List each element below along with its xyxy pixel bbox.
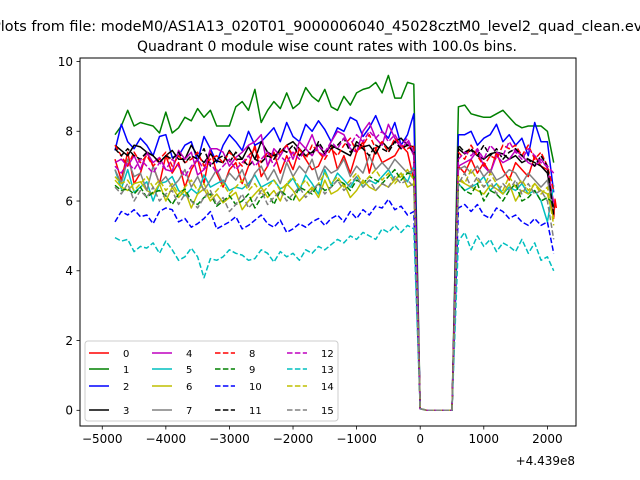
series-line-2 (114, 113, 555, 412)
legend-label-15: 15 (321, 406, 334, 417)
legend-label-4: 4 (186, 349, 192, 360)
y-axis: 0 2 4 6 8 10 (58, 55, 80, 418)
series-line-12 (114, 130, 555, 412)
y-tick-label: 0 (65, 404, 73, 418)
series-line-13 (114, 224, 555, 412)
series-line-11 (114, 137, 555, 412)
figure-suptitle: Plots from file: modeM0/AS1A13_020T01_90… (0, 19, 640, 35)
y-tick-label: 2 (65, 334, 73, 348)
legend-label-2: 2 (123, 382, 129, 393)
legend-label-6: 6 (186, 382, 192, 393)
series-lines (114, 74, 558, 412)
legend-label-0: 0 (123, 349, 129, 360)
legend-label-5: 5 (186, 365, 192, 376)
legend-box (84, 340, 339, 422)
x-tick-label: −4000 (146, 432, 187, 446)
y-tick-label: 6 (65, 194, 73, 208)
plot-frame (79, 57, 577, 427)
legend-label-10: 10 (249, 382, 262, 393)
y-tick-label: 10 (58, 55, 73, 69)
series-line-4 (114, 121, 555, 412)
series-line-15 (114, 172, 555, 412)
x-tick-label: −5000 (82, 432, 123, 446)
series-line-9 (114, 168, 555, 412)
legend-label-7: 7 (186, 406, 192, 417)
x-tick-label: −1000 (336, 432, 377, 446)
legend-label-12: 12 (321, 349, 334, 360)
x-tick-label: −3000 (209, 432, 250, 446)
x-axis: −5000 −4000 −3000 −2000 −1000 0 1000 2000 (82, 426, 563, 446)
legend-label-3: 3 (123, 406, 129, 417)
legend-label-13: 13 (321, 365, 334, 376)
series-line-8 (114, 133, 555, 412)
series-line-7 (114, 154, 555, 412)
legend-label-1: 1 (123, 365, 129, 376)
x-tick-label: −2000 (273, 432, 314, 446)
legend-label-14: 14 (321, 382, 334, 393)
x-offset-label: +4.439e8 (516, 454, 575, 468)
legend-label-8: 8 (249, 349, 255, 360)
series-line-10 (114, 198, 555, 412)
series-line-1 (114, 74, 555, 412)
y-tick-label: 8 (65, 125, 73, 139)
chart-title: Quadrant 0 module wise count rates with … (137, 39, 517, 55)
x-tick-label: 0 (416, 432, 424, 446)
legend-label-9: 9 (249, 365, 255, 376)
y-tick-label: 4 (65, 264, 73, 278)
x-tick-label: 1000 (469, 432, 500, 446)
legend-label-11: 11 (249, 406, 262, 417)
x-tick-label: 2000 (532, 432, 563, 446)
series-line-14 (114, 168, 555, 412)
